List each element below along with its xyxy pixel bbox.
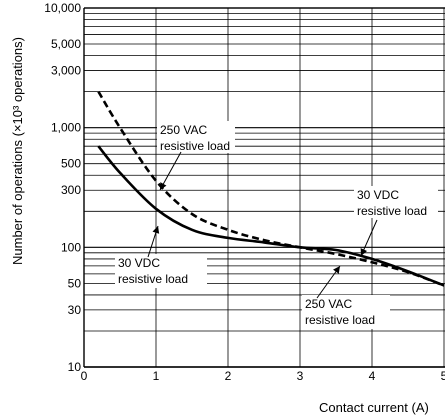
callout-text: 30 VDC — [118, 256, 160, 270]
y-tick-label: 100 — [61, 240, 81, 254]
y-tick-label: 30 — [68, 303, 82, 317]
y-tick-label: 50 — [68, 276, 82, 290]
callout-text: resistive load — [160, 139, 230, 153]
x-tick-label: 5 — [441, 369, 445, 383]
callout-text: resistive load — [305, 313, 375, 327]
series-line-250vac — [97, 90, 445, 287]
series — [97, 90, 445, 287]
callout-30vdc-lower: 30 VDC resistive load — [115, 225, 207, 288]
callout-background — [115, 254, 207, 288]
y-tick-label: 5,000 — [51, 37, 81, 51]
callout-background — [354, 186, 438, 218]
x-tick-label: 2 — [225, 369, 232, 383]
callout-leader — [159, 151, 182, 191]
callout-background — [302, 295, 390, 329]
callout-text: resistive load — [118, 272, 188, 286]
callout-arrowhead — [152, 226, 160, 234]
y-tick-label: 500 — [61, 157, 81, 171]
x-tick-label: 1 — [153, 369, 160, 383]
tick-labels: 10 30 50 100 300 500 1,000 3,000 5,000 10,000 0 1 2 3… — [44, 1, 445, 383]
x-tick-label: 4 — [369, 369, 376, 383]
y-tick-label: 3,000 — [51, 64, 81, 78]
callout-background — [157, 121, 235, 153]
y-axis-label: Number of operations (×10³ operations) — [10, 37, 25, 265]
callout-250vac-upper: 250 VAC resistive load — [157, 121, 235, 191]
callout-250vac-lower: 250 VAC resistive load — [302, 265, 390, 329]
y-tick-label: 300 — [61, 183, 81, 197]
callout-text: 250 VAC — [160, 123, 207, 137]
callout-text: 250 VAC — [305, 297, 352, 311]
annotations: 250 VAC resistive load 30 VDC resistive loa… — [115, 121, 438, 329]
y-tick-label: 10,000 — [44, 1, 81, 15]
series-line-30vdc — [97, 145, 445, 287]
x-tick-label: 3 — [297, 369, 304, 383]
x-tick-label: 0 — [81, 369, 88, 383]
y-tick-label: 10 — [68, 360, 82, 374]
callout-arrowhead — [360, 248, 368, 256]
callout-arrowhead — [160, 182, 167, 190]
callout-30vdc-right: 30 VDC resistive load — [354, 186, 438, 257]
callout-arrowhead — [333, 266, 340, 274]
axes — [83, 7, 445, 368]
x-axis-label: Contact current (A) — [319, 400, 429, 415]
callout-text: resistive load — [357, 204, 427, 218]
y-tick-label: 1,000 — [51, 121, 81, 135]
callout-text: 30 VDC — [357, 188, 399, 202]
